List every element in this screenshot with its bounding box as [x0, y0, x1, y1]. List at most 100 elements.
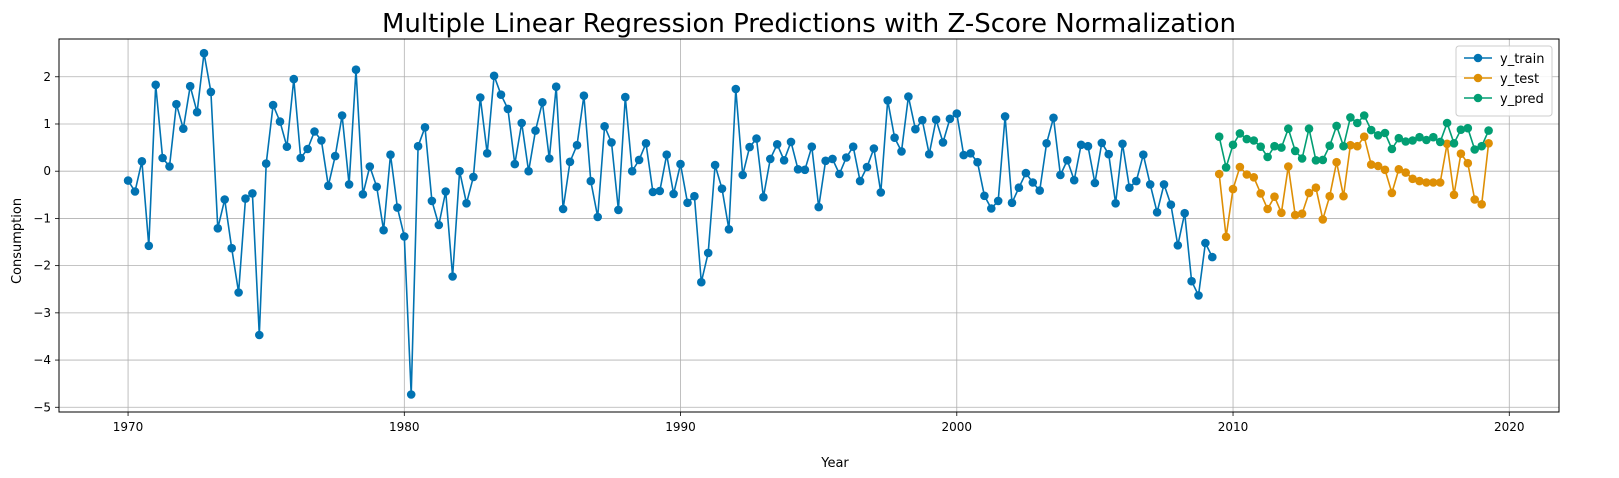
data-point [1214, 169, 1224, 179]
data-point [1415, 176, 1424, 186]
data-point [641, 139, 651, 148]
data-point [1429, 132, 1438, 142]
data-point [897, 147, 906, 156]
data-point [1284, 124, 1293, 133]
data-point [1180, 208, 1189, 218]
data-point [1221, 163, 1231, 172]
data-point [400, 232, 409, 241]
data-point [455, 166, 464, 176]
y-tick-label: −2 [33, 259, 51, 273]
data-point [558, 204, 568, 214]
data-point [1256, 142, 1265, 151]
y-tick-label: −5 [33, 400, 51, 414]
y-axis-label: Consumption [10, 198, 25, 284]
data-point [358, 190, 368, 199]
data-point [538, 98, 547, 107]
data-point [413, 141, 423, 151]
data-point [1318, 155, 1328, 165]
data-point [1346, 140, 1355, 150]
data-point [669, 189, 678, 199]
data-point [254, 330, 264, 340]
data-point [1442, 118, 1452, 128]
data-point [1256, 189, 1265, 198]
data-point [1242, 170, 1252, 179]
data-point [579, 91, 589, 100]
grid-lines [59, 39, 1559, 412]
data-point [1083, 141, 1093, 151]
data-point [1380, 128, 1390, 138]
data-point [1415, 132, 1424, 142]
data-point [545, 154, 554, 163]
data-point [1159, 180, 1169, 189]
data-point [1069, 175, 1079, 185]
data-point [1228, 184, 1238, 194]
data-point [1263, 152, 1272, 162]
data-point [1435, 137, 1445, 147]
data-point [1366, 160, 1376, 169]
data-point [282, 142, 292, 151]
legend-marker [1473, 93, 1483, 103]
data-point [1263, 204, 1272, 214]
data-point [1076, 140, 1086, 150]
data-point [945, 114, 955, 124]
data-point [531, 126, 540, 135]
data-point [365, 162, 375, 171]
data-point [1049, 113, 1058, 123]
data-point [911, 124, 920, 134]
data-point [1290, 210, 1300, 220]
data-point [1422, 178, 1431, 187]
data-point [1456, 149, 1466, 158]
data-point [690, 191, 699, 201]
data-point [1208, 252, 1217, 262]
data-point [848, 142, 858, 151]
data-point [1422, 135, 1431, 145]
data-point [862, 162, 872, 172]
data-point [931, 115, 941, 124]
data-point [151, 80, 160, 90]
data-point [1235, 129, 1245, 138]
data-point [1063, 156, 1072, 165]
x-tick-label: 1990 [665, 420, 696, 434]
data-point [1318, 215, 1328, 224]
data-point [821, 156, 830, 166]
data-point [1042, 139, 1051, 148]
data-point [496, 90, 506, 99]
data-point [1194, 291, 1203, 300]
series-line [1218, 134, 1490, 237]
data-point [289, 74, 299, 84]
data-point [993, 196, 1003, 206]
data-point [1104, 149, 1113, 159]
data-point [324, 181, 333, 191]
data-point [1304, 124, 1314, 133]
data-point [1242, 134, 1252, 144]
data-point [655, 186, 665, 196]
data-point [1097, 138, 1107, 148]
y-tick-label: −3 [33, 306, 51, 320]
data-point [1359, 132, 1369, 141]
legend-marker [1473, 53, 1483, 63]
data-point [227, 243, 236, 253]
data-point [1297, 209, 1307, 218]
data-point [779, 156, 789, 165]
data-point [800, 165, 810, 175]
data-point [524, 166, 533, 176]
data-point [710, 160, 720, 170]
data-point [1401, 137, 1410, 146]
data-point [213, 224, 223, 233]
data-point [123, 176, 133, 185]
data-point [786, 137, 796, 147]
data-point [1249, 173, 1259, 182]
data-point [1277, 143, 1286, 152]
y-tick-label: 0 [43, 164, 51, 178]
data-point [883, 96, 892, 105]
data-point [1270, 192, 1279, 201]
data-point [1166, 200, 1176, 209]
data-point [1325, 191, 1334, 201]
data-point [1090, 178, 1100, 188]
data-point [489, 71, 499, 81]
data-point [1284, 162, 1293, 171]
data-point [1290, 146, 1300, 156]
data-point [572, 140, 582, 150]
data-point [676, 159, 685, 169]
data-point [614, 205, 623, 215]
